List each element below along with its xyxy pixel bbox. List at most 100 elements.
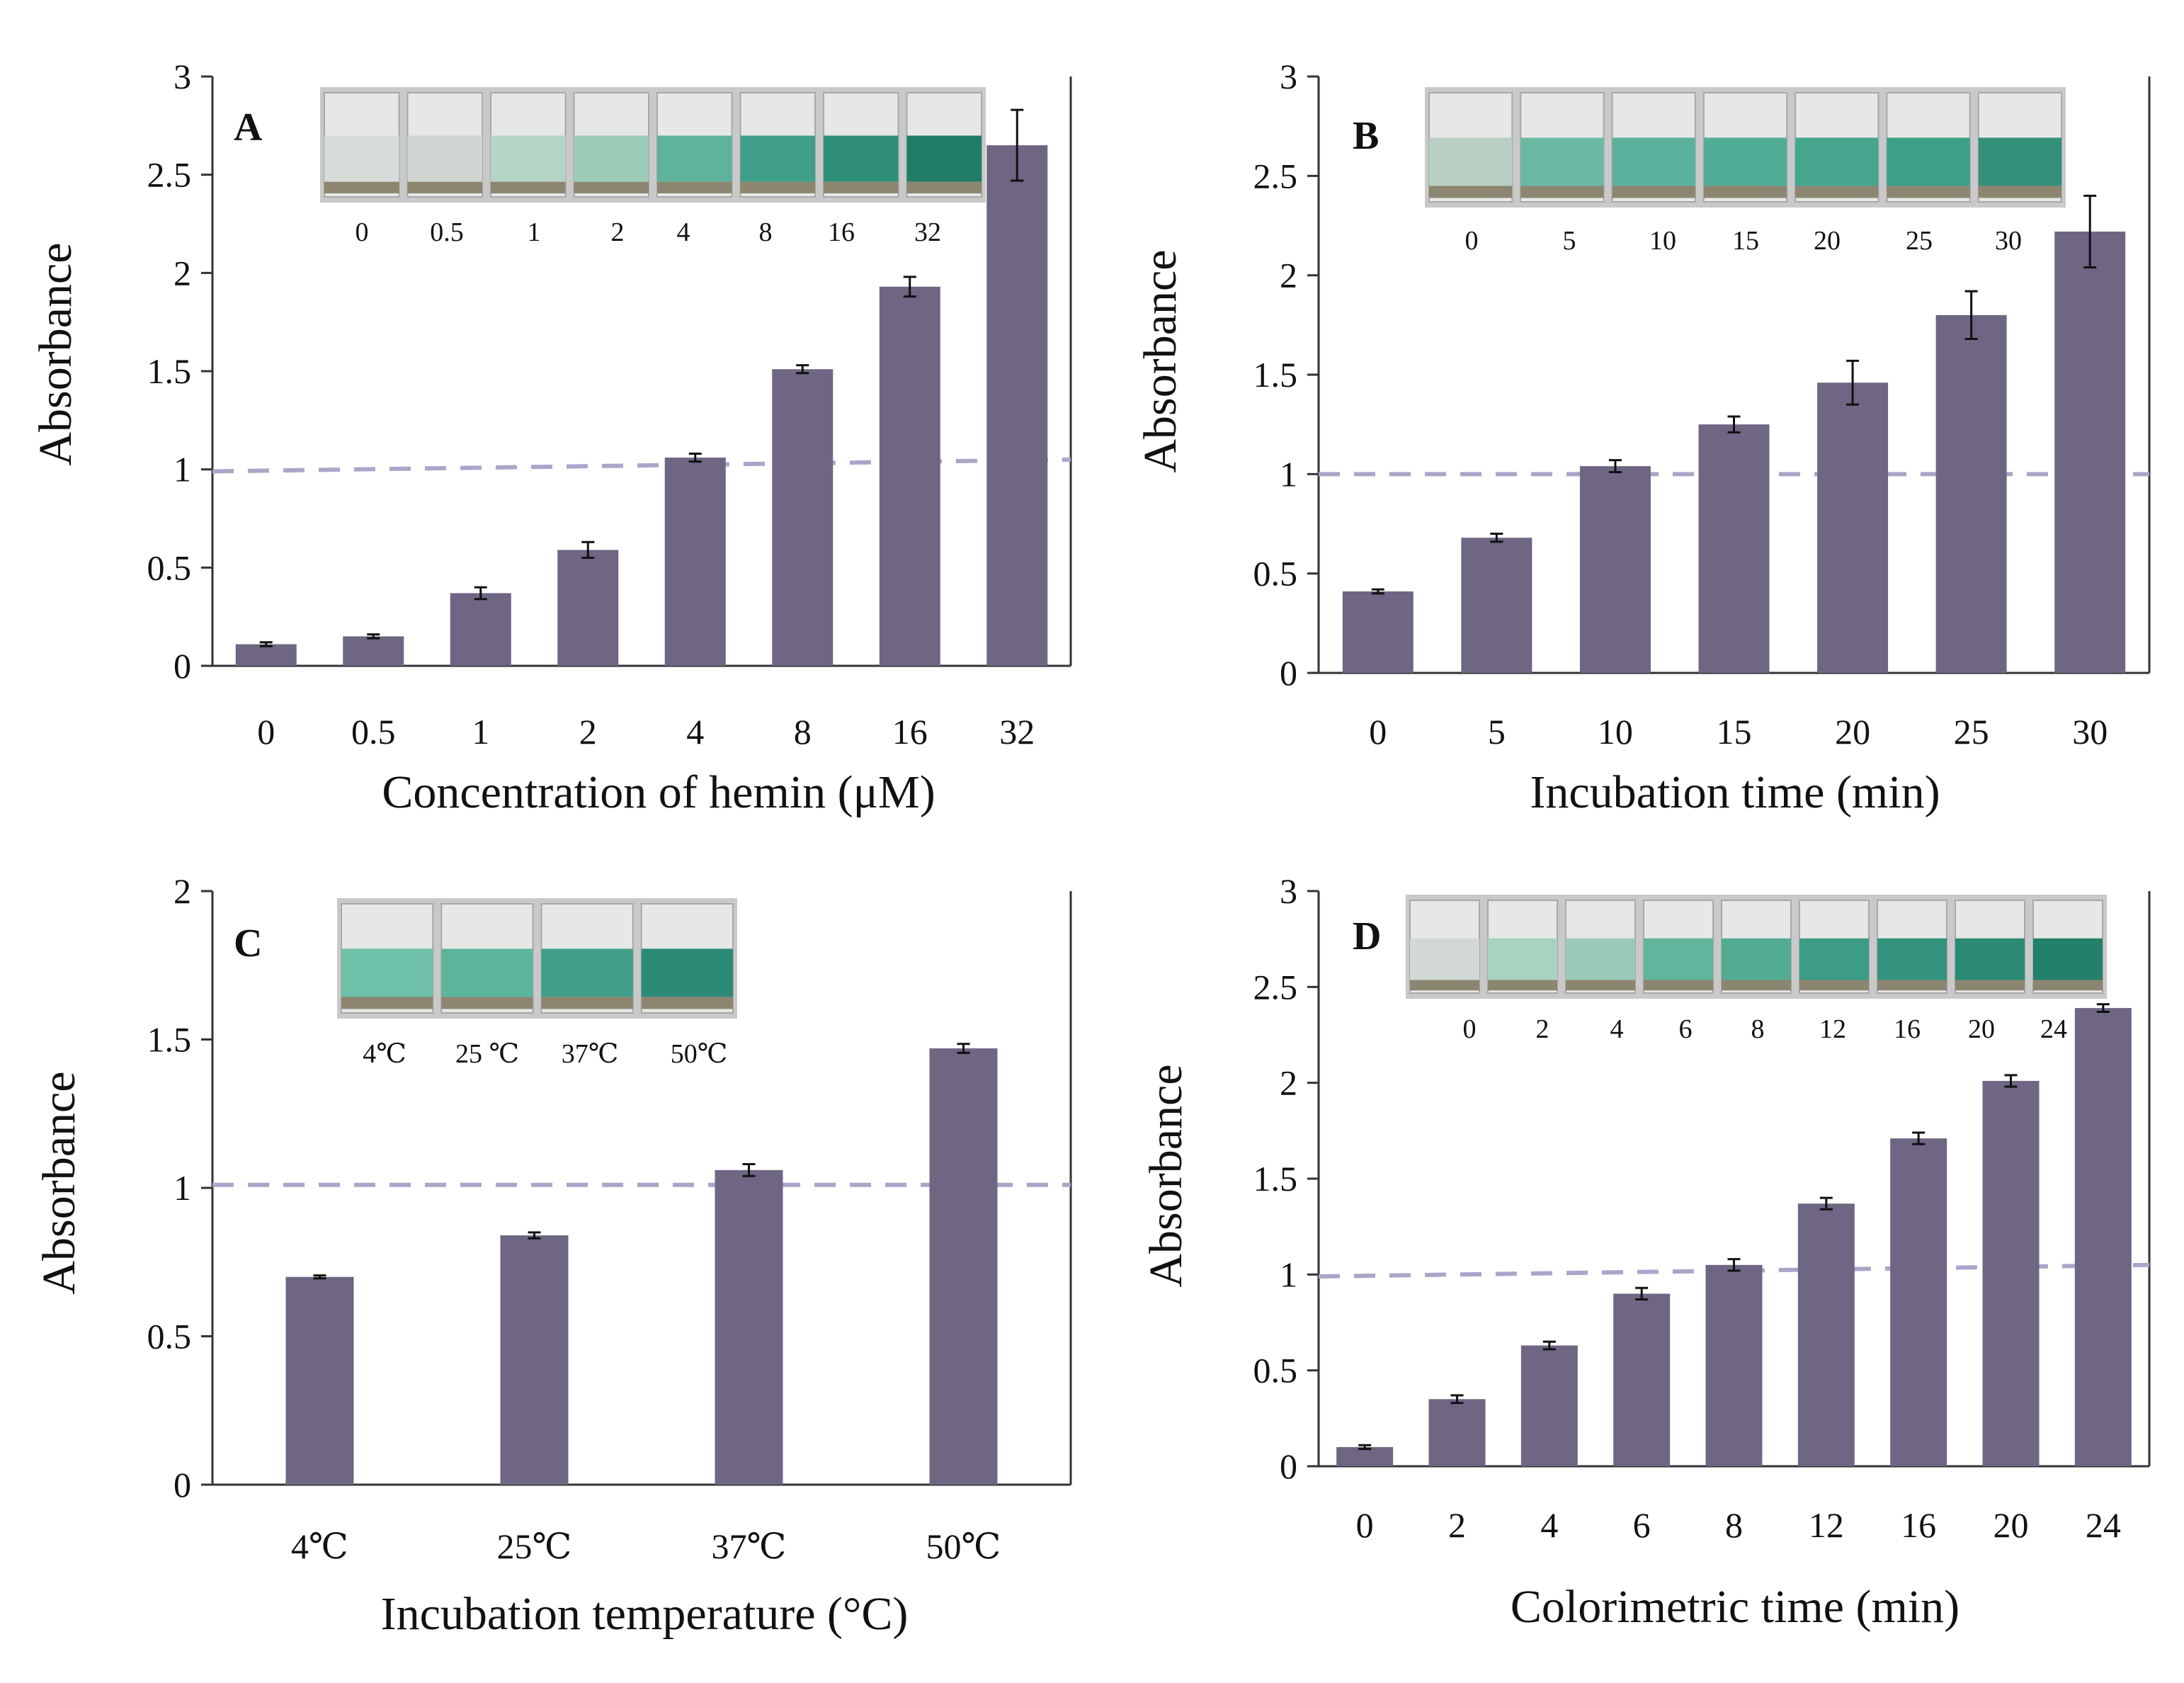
cuvette-label: 20 <box>1814 226 1841 256</box>
x-tick-label: 4 <box>686 712 704 752</box>
bar <box>1520 1345 1578 1466</box>
cuvette-base <box>657 181 732 193</box>
x-tick-label: 24 <box>2086 1505 2121 1545</box>
bar <box>1817 382 1889 673</box>
x-tick-label: 8 <box>794 712 812 752</box>
x-tick-label: 50℃ <box>926 1526 1001 1566</box>
error-bar <box>1912 1131 1926 1145</box>
y-tick-label: 0.5 <box>1253 554 1298 594</box>
cuvette-base <box>906 181 982 193</box>
y-tick-label: 1 <box>174 1168 191 1208</box>
bar <box>1705 1264 1763 1466</box>
panel-letter: C <box>234 922 262 965</box>
cuvette-label: 1 <box>528 217 541 247</box>
y-tick-label: 2 <box>174 253 191 293</box>
cuvette-base <box>407 181 482 193</box>
cuvette-label: 5 <box>1563 226 1576 256</box>
error-bar <box>1011 108 1024 182</box>
error-bar <box>2004 1074 2018 1088</box>
bar <box>1461 538 1532 673</box>
bar <box>500 1235 569 1485</box>
x-axis-title: Incubation temperature (°C) <box>381 1588 909 1640</box>
cuvette-label: 10 <box>1649 226 1676 256</box>
y-tick-label: 2 <box>1280 256 1297 295</box>
cuvette-base <box>1703 186 1787 198</box>
error-bar <box>1819 1196 1833 1211</box>
cuvette-label: 0 <box>1463 1014 1477 1044</box>
error-bar <box>688 452 702 463</box>
cuvette-photo-d <box>1406 895 2107 999</box>
cuvette-label: 16 <box>828 217 855 247</box>
cuvette-base <box>1799 980 1869 991</box>
bar <box>1342 591 1414 673</box>
cuvette-base <box>641 997 733 1009</box>
cuvette-solution <box>491 135 566 182</box>
x-tick-label: 0.5 <box>351 712 396 752</box>
x-tick-label: 16 <box>1901 1505 1936 1545</box>
error-bar <box>581 540 595 559</box>
x-tick-label: 1 <box>472 712 489 752</box>
y-tick-label: 2.5 <box>1253 967 1298 1007</box>
cuvette-label: 8 <box>759 217 773 247</box>
cuvette-label: 37℃ <box>562 1039 619 1069</box>
x-axis-title: Concentration of hemin (μM) <box>382 766 935 818</box>
cuvette-solution <box>1488 938 1557 980</box>
cuvette-solution <box>1520 137 1604 186</box>
error-bar <box>957 1043 970 1054</box>
y-tick-label: 1.5 <box>1253 355 1298 395</box>
bar <box>715 1169 783 1485</box>
cuvette-solution <box>1978 137 2061 186</box>
y-tick-label: 1 <box>1280 1254 1297 1294</box>
cuvette-solution <box>1877 938 1947 980</box>
error-bar <box>474 586 487 601</box>
cuvette-label: 2 <box>611 217 625 247</box>
y-tick-label: 0 <box>1280 653 1297 693</box>
error-bar <box>1964 290 1978 340</box>
x-tick-label: 2 <box>579 712 597 752</box>
cuvette-base <box>1566 980 1635 991</box>
cuvette-label: 4 <box>677 217 690 247</box>
bar <box>2054 231 2126 673</box>
x-tick-label: 20 <box>1994 1505 2029 1545</box>
error-bar <box>796 364 809 375</box>
cuvette-base <box>1520 186 1604 198</box>
y-tick-label: 2.5 <box>147 155 192 195</box>
error-bar <box>1608 459 1622 474</box>
x-tick-label: 25℃ <box>497 1526 572 1566</box>
cuvette-label: 4 <box>1610 1014 1624 1044</box>
y-axis-title: Absorbance <box>33 1071 85 1294</box>
x-tick-label: 0 <box>1369 712 1387 752</box>
bar <box>1982 1080 2040 1466</box>
bar <box>772 369 834 666</box>
panel-letter: B <box>1353 114 1379 158</box>
cuvette-label: 4℃ <box>363 1039 406 1069</box>
cuvette-solution <box>1955 938 2025 980</box>
cuvette-solution <box>341 948 433 997</box>
x-axis-title: Incubation time (min) <box>1530 766 1940 818</box>
error-bar <box>1450 1394 1464 1405</box>
cuvette-base <box>1955 980 2025 991</box>
error-bar <box>2083 194 2097 268</box>
bar <box>1698 424 1770 673</box>
x-tick-label: 20 <box>1835 712 1870 752</box>
bar <box>557 550 619 666</box>
cuvette-solution <box>1429 137 1513 186</box>
cuvette-solution <box>740 135 815 182</box>
cuvette-label: 12 <box>1819 1014 1846 1044</box>
bar <box>235 644 297 666</box>
y-tick-label: 2.5 <box>1253 156 1298 196</box>
x-tick-label: 4℃ <box>291 1526 348 1566</box>
error-bar <box>1490 533 1503 543</box>
cuvette-base <box>441 997 533 1009</box>
cuvette-solution <box>324 135 399 182</box>
cuvette-label: 24 <box>2040 1014 2067 1044</box>
y-tick-label: 3 <box>1280 871 1297 911</box>
y-axis-title: Absorbance <box>1134 249 1186 472</box>
y-tick-label: 1.5 <box>1253 1159 1298 1198</box>
cuvette-base <box>341 997 433 1009</box>
cuvette-label: 30 <box>1995 226 2022 256</box>
cuvette-base <box>1612 186 1695 198</box>
x-tick-label: 4 <box>1540 1505 1558 1545</box>
cuvette-solution <box>441 948 533 997</box>
